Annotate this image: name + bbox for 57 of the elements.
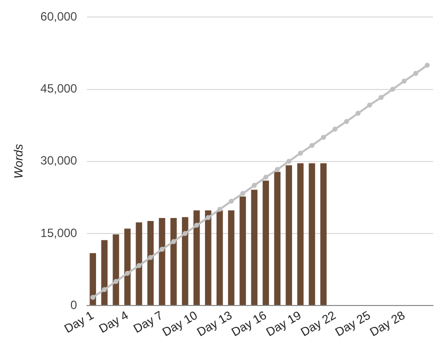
bar — [112, 234, 120, 306]
point — [113, 278, 118, 284]
bar — [204, 210, 212, 306]
point — [240, 191, 246, 196]
point — [102, 287, 107, 292]
bar — [147, 220, 154, 306]
point — [171, 239, 176, 244]
point — [402, 78, 407, 84]
point — [413, 70, 418, 76]
bar — [251, 190, 258, 306]
y-tick-label: 15,000 — [40, 226, 78, 240]
point — [228, 198, 234, 204]
point — [332, 126, 338, 132]
point — [344, 118, 350, 124]
bar — [193, 210, 200, 306]
bar — [262, 180, 269, 306]
point — [136, 263, 142, 268]
point — [148, 254, 154, 260]
bar — [228, 210, 234, 306]
point — [194, 222, 200, 228]
point — [90, 294, 96, 300]
y-tick-label: 45,000 — [40, 82, 78, 96]
point — [182, 230, 188, 236]
bar — [124, 228, 131, 306]
bar — [320, 163, 327, 306]
bar — [308, 163, 316, 306]
point — [160, 246, 165, 252]
bar — [216, 210, 223, 306]
point — [424, 62, 430, 68]
point — [298, 150, 303, 156]
x-tick-label: Day 4 — [96, 308, 131, 336]
bar — [240, 196, 246, 306]
point — [124, 270, 130, 276]
bar — [182, 217, 188, 306]
point — [252, 182, 257, 188]
point — [367, 102, 372, 108]
bar — [286, 165, 292, 306]
bar — [274, 172, 281, 306]
bar — [90, 253, 96, 306]
point — [286, 158, 292, 164]
point — [390, 86, 396, 92]
bar — [158, 218, 166, 306]
point — [274, 167, 280, 172]
y-axis-title: Words — [12, 144, 26, 179]
point — [320, 134, 326, 140]
bar — [136, 222, 142, 306]
y-tick-label: 30,000 — [40, 154, 78, 168]
point — [263, 174, 268, 180]
bar — [297, 163, 304, 306]
point — [378, 94, 384, 100]
point — [356, 110, 361, 116]
point — [206, 215, 211, 220]
point — [309, 143, 314, 148]
y-tick-label: 60,000 — [40, 10, 78, 24]
bar — [101, 240, 108, 306]
point — [217, 206, 222, 212]
bar — [170, 218, 177, 306]
